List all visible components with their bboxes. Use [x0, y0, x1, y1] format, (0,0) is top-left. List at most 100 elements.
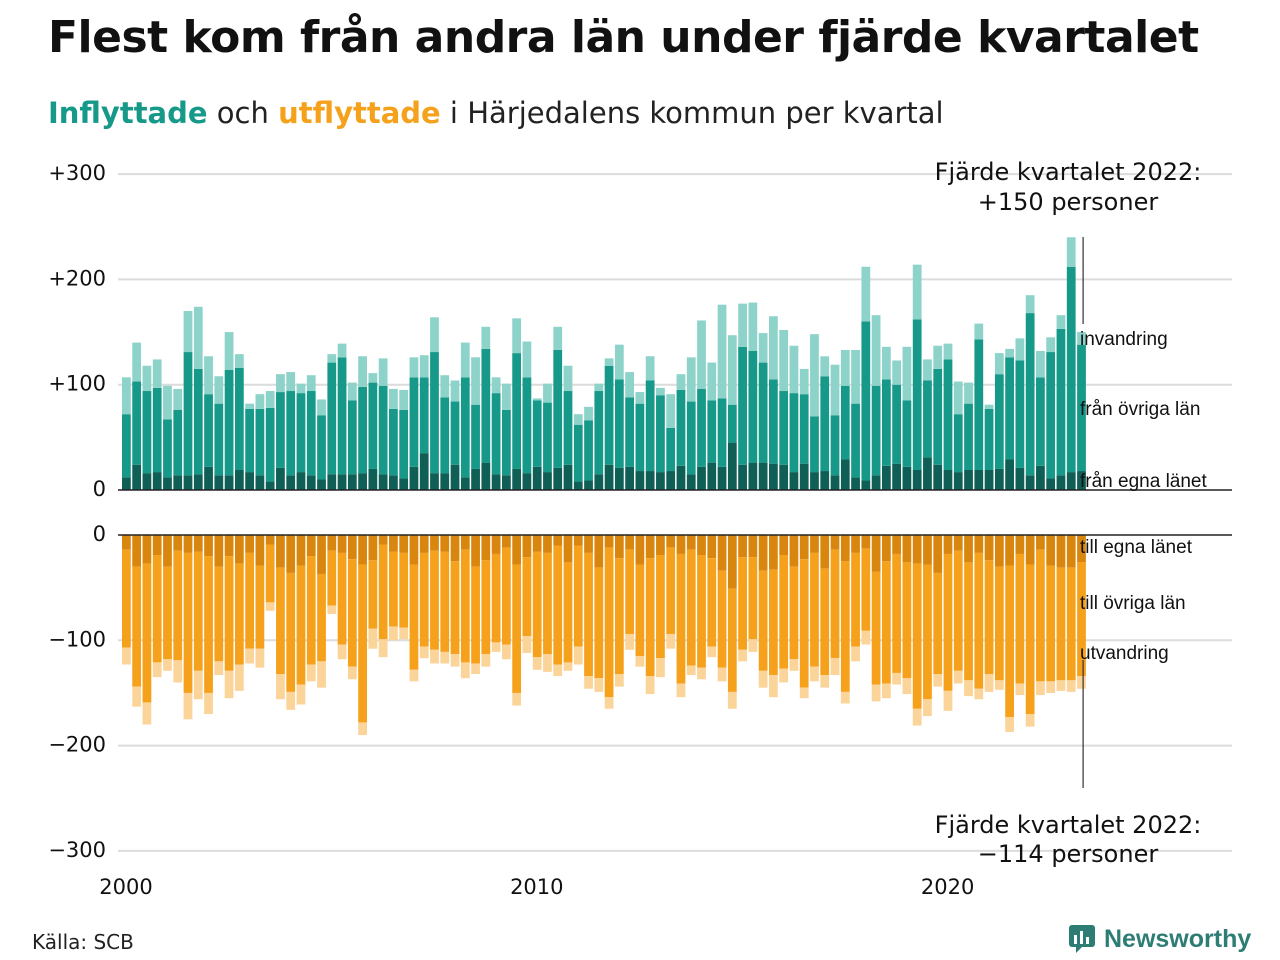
- bar-in-segment: [769, 463, 778, 490]
- bar-in-segment: [327, 362, 337, 475]
- bar-in-segment: [881, 379, 891, 466]
- bar-out-segment: [594, 535, 604, 568]
- bar-out-segment: [625, 535, 634, 550]
- bar-in-segment: [368, 373, 378, 383]
- bar-in-segment: [532, 466, 542, 490]
- bar-out-segment: [748, 535, 758, 558]
- bar-out-segment: [943, 535, 953, 554]
- bar-in-segment: [409, 357, 419, 378]
- bar-out-segment: [399, 627, 409, 640]
- bar-out-segment: [1036, 549, 1045, 682]
- newsworthy-logo: Newsworthy: [1068, 924, 1251, 954]
- bar-in-segment: [183, 352, 193, 476]
- bar-in-segment: [142, 365, 152, 392]
- bar-in-segment: [306, 391, 316, 476]
- bar-out-segment: [779, 668, 789, 683]
- bar-in-segment: [933, 345, 943, 369]
- bar-in-segment: [912, 264, 922, 320]
- bar-out-segment: [512, 692, 522, 706]
- bar-out-segment: [430, 550, 439, 650]
- bar-out-segment: [594, 678, 604, 692]
- bar-out-segment: [183, 535, 193, 553]
- bar-out-segment: [224, 556, 234, 671]
- bar-in-segment: [1056, 328, 1066, 476]
- bar-in-segment: [799, 368, 809, 395]
- bar-in-segment: [789, 393, 799, 473]
- bars-utflyttade: [122, 535, 1086, 736]
- bar-in-segment: [666, 471, 676, 490]
- bar-in-segment: [276, 392, 285, 468]
- bar-out-segment: [686, 535, 696, 550]
- bar-out-segment: [871, 571, 881, 685]
- bar-in-segment: [317, 415, 326, 480]
- bar-in-segment: [707, 462, 717, 490]
- bar-in-segment: [317, 479, 326, 490]
- bar-in-segment: [943, 469, 953, 490]
- bar-in-segment: [594, 391, 604, 475]
- bar-in-segment: [317, 399, 326, 416]
- chart-subtitle: Inflyttade och utflyttade i Härjedalens …: [48, 96, 944, 130]
- bar-out-segment: [892, 672, 902, 685]
- bar-out-segment: [1025, 564, 1035, 715]
- bar-in-segment: [347, 382, 357, 401]
- bar-in-segment: [1005, 357, 1014, 460]
- bar-out-segment: [234, 535, 244, 564]
- bar-in-segment: [501, 383, 511, 410]
- bar-in-segment: [769, 316, 778, 380]
- bar-out-segment: [666, 547, 676, 634]
- bar-in-segment: [347, 474, 357, 490]
- bar-in-segment: [214, 403, 224, 476]
- bar-in-segment: [173, 475, 183, 490]
- annotation-bottom-line2: −114 personer: [978, 840, 1159, 868]
- bar-out-segment: [1025, 714, 1035, 727]
- bar-in-segment: [635, 471, 645, 490]
- bar-in-segment: [717, 398, 727, 467]
- bar-out-segment: [1066, 567, 1076, 681]
- bar-out-segment: [840, 535, 850, 562]
- bar-out-segment: [399, 535, 409, 553]
- bar-in-segment: [676, 465, 686, 490]
- subtitle-inflyttade: Inflyttade: [48, 96, 208, 130]
- bar-out-segment: [892, 553, 902, 673]
- annotation-bottom-line1: Fjärde kvartalet 2022:: [935, 811, 1202, 839]
- bar-in-segment: [789, 472, 799, 490]
- bar-in-segment: [245, 472, 255, 490]
- bar-in-segment: [491, 393, 501, 475]
- bar-in-segment: [769, 379, 778, 464]
- bar-in-segment: [1077, 471, 1086, 490]
- bar-in-segment: [820, 471, 830, 490]
- bar-out-segment: [573, 545, 583, 647]
- bar-out-segment: [789, 535, 799, 567]
- bar-in-segment: [430, 317, 439, 353]
- bar-in-segment: [419, 453, 429, 490]
- bar-in-segment: [327, 474, 337, 490]
- bar-out-segment: [204, 556, 213, 693]
- bar-out-segment: [1025, 535, 1035, 565]
- bar-out-segment: [389, 535, 398, 552]
- bar-out-segment: [697, 667, 706, 680]
- bar-in-segment: [974, 323, 984, 340]
- y-tick-label: −200: [48, 733, 106, 757]
- bar-in-segment: [738, 464, 747, 490]
- bar-out-segment: [368, 628, 378, 649]
- bar-in-segment: [717, 304, 727, 399]
- bar-in-segment: [573, 424, 583, 482]
- bar-in-segment: [1046, 337, 1056, 353]
- bar-out-segment: [358, 564, 367, 723]
- bar-out-segment: [727, 588, 737, 692]
- bar-in-segment: [440, 375, 450, 398]
- bar-out-segment: [727, 691, 737, 709]
- bar-in-segment: [656, 472, 665, 490]
- bar-out-segment: [912, 563, 922, 709]
- bar-out-segment: [697, 555, 706, 668]
- bar-in-segment: [625, 466, 634, 490]
- bar-out-segment: [522, 535, 532, 558]
- bar-out-segment: [1046, 535, 1056, 566]
- legend-label: från övriga län: [1080, 399, 1200, 420]
- bar-in-segment: [245, 403, 255, 409]
- bar-in-segment: [830, 415, 840, 476]
- bar-in-segment: [1025, 295, 1035, 314]
- bar-out-segment: [656, 555, 665, 659]
- bar-out-segment: [327, 550, 337, 606]
- bar-in-segment: [122, 414, 131, 478]
